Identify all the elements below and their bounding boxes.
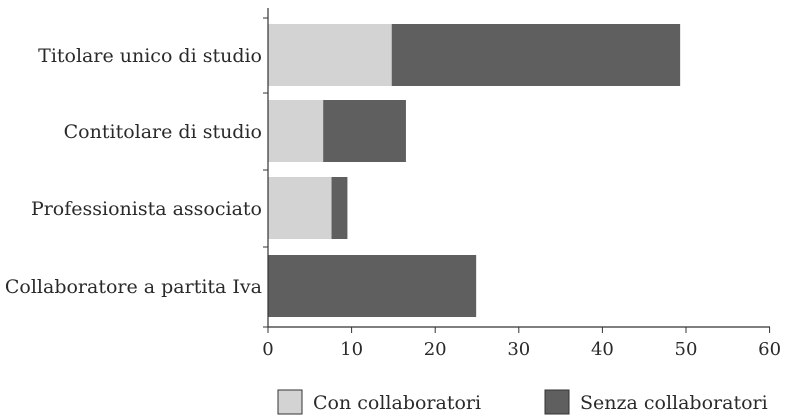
- bar-con-1: [268, 24, 392, 86]
- legend-swatch-con: [277, 389, 303, 415]
- x-tick-label: 10: [340, 339, 363, 360]
- bar-con-3: [268, 177, 332, 239]
- bar-senza-4: [268, 255, 477, 317]
- bar-con-2: [268, 100, 324, 162]
- category-label: Titolare unico di studio: [38, 45, 262, 67]
- x-tick-label: 0: [262, 339, 273, 360]
- bars-layer: [268, 24, 681, 317]
- legend-label-con: Con collaboratori: [313, 392, 481, 414]
- x-tick-label: 60: [758, 339, 781, 360]
- labels-layer: Titolare unico di studio Contitolare di s…: [5, 45, 262, 298]
- category-label: Contitolare di studio: [64, 121, 262, 143]
- x-tick-label: 20: [424, 339, 447, 360]
- bar-senza-2: [323, 100, 406, 162]
- bar-senza-1: [391, 24, 681, 86]
- bar-senza-3: [331, 177, 348, 239]
- axes-layer: 0 10 20 30 40 50 60: [262, 8, 781, 360]
- x-tick-label: 50: [675, 339, 698, 360]
- category-label: Professionista associato: [31, 198, 262, 220]
- legend-swatch-senza: [544, 389, 570, 415]
- legend-label-senza: Senza collaboratori: [580, 392, 768, 414]
- x-tick-label: 30: [507, 339, 530, 360]
- x-tick-label: 40: [591, 339, 614, 360]
- category-label: Collaboratore a partita Iva: [5, 276, 262, 298]
- legend: Con collaboratori Senza collaboratori: [277, 389, 768, 415]
